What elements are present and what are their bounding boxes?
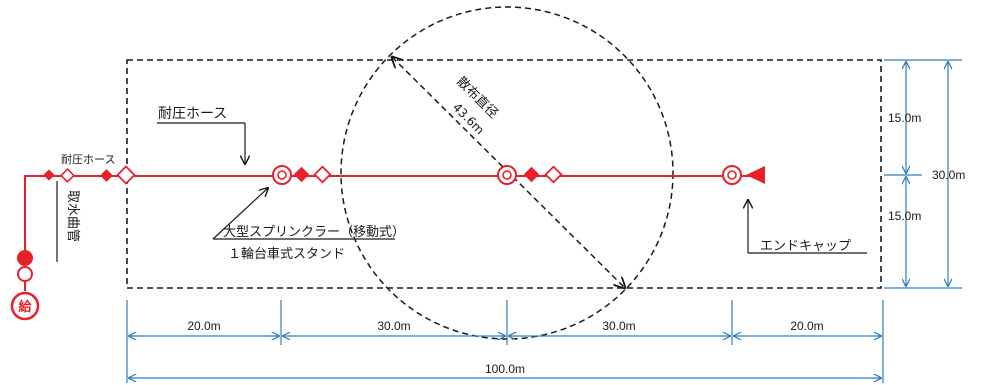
sprinkler-icon-core	[727, 170, 737, 180]
dim-label-vertical-total: 30.0m	[932, 168, 965, 182]
coupler-filled-icon	[100, 169, 113, 182]
supply-label: 給	[18, 299, 32, 315]
coupler-open-icon	[544, 165, 563, 184]
end-cap-label: エンドキャップ	[760, 239, 851, 254]
horizontal-dimension-group	[126, 300, 884, 383]
coupler-filled-icon	[43, 169, 55, 181]
supply-source-icon	[10, 291, 40, 321]
pressure-hose-label-left: 耐圧ホース	[61, 153, 115, 166]
coupler-filled-icon	[293, 166, 310, 183]
dim-label-total: 100.0m	[485, 362, 525, 376]
coupler-open-icon	[60, 168, 75, 183]
dim-label-segment-2: 30.0m	[377, 319, 410, 333]
sprinkler-icon	[497, 165, 517, 185]
sprinkler-icon-core	[502, 170, 512, 180]
supply-valve-filled	[17, 250, 33, 266]
sprinkler-callout-leader	[212, 188, 268, 240]
sprinkler-label-line2: １輪台車式スタンド	[228, 246, 345, 262]
coupler-open-icon	[116, 165, 136, 185]
dim-label-lower: 15.0m	[888, 209, 921, 223]
sprinkler-icon	[722, 165, 742, 185]
coupler-open-icon	[313, 165, 332, 184]
sprinkler-icon	[272, 165, 292, 185]
end-cap-icon	[746, 166, 765, 184]
pressure-hose-label-top: 耐圧ホース	[158, 106, 227, 122]
dim-label-upper: 15.0m	[888, 111, 921, 125]
sprinkler-label-line1: 大型スプリンクラー（移動式）	[223, 225, 405, 240]
intake-pipe	[24, 175, 45, 258]
coupler-filled-icon	[523, 166, 540, 183]
sprinkler-icon-core	[277, 170, 287, 180]
supply-valve-open	[17, 266, 33, 282]
dim-label-segment-3: 30.0m	[602, 319, 635, 333]
dim-label-segment-1: 20.0m	[187, 319, 220, 333]
vertical-dimension-group	[884, 59, 962, 289]
dim-label-segment-4: 20.0m	[790, 319, 823, 333]
intake-pipe-label: 取水曲管	[65, 190, 80, 242]
